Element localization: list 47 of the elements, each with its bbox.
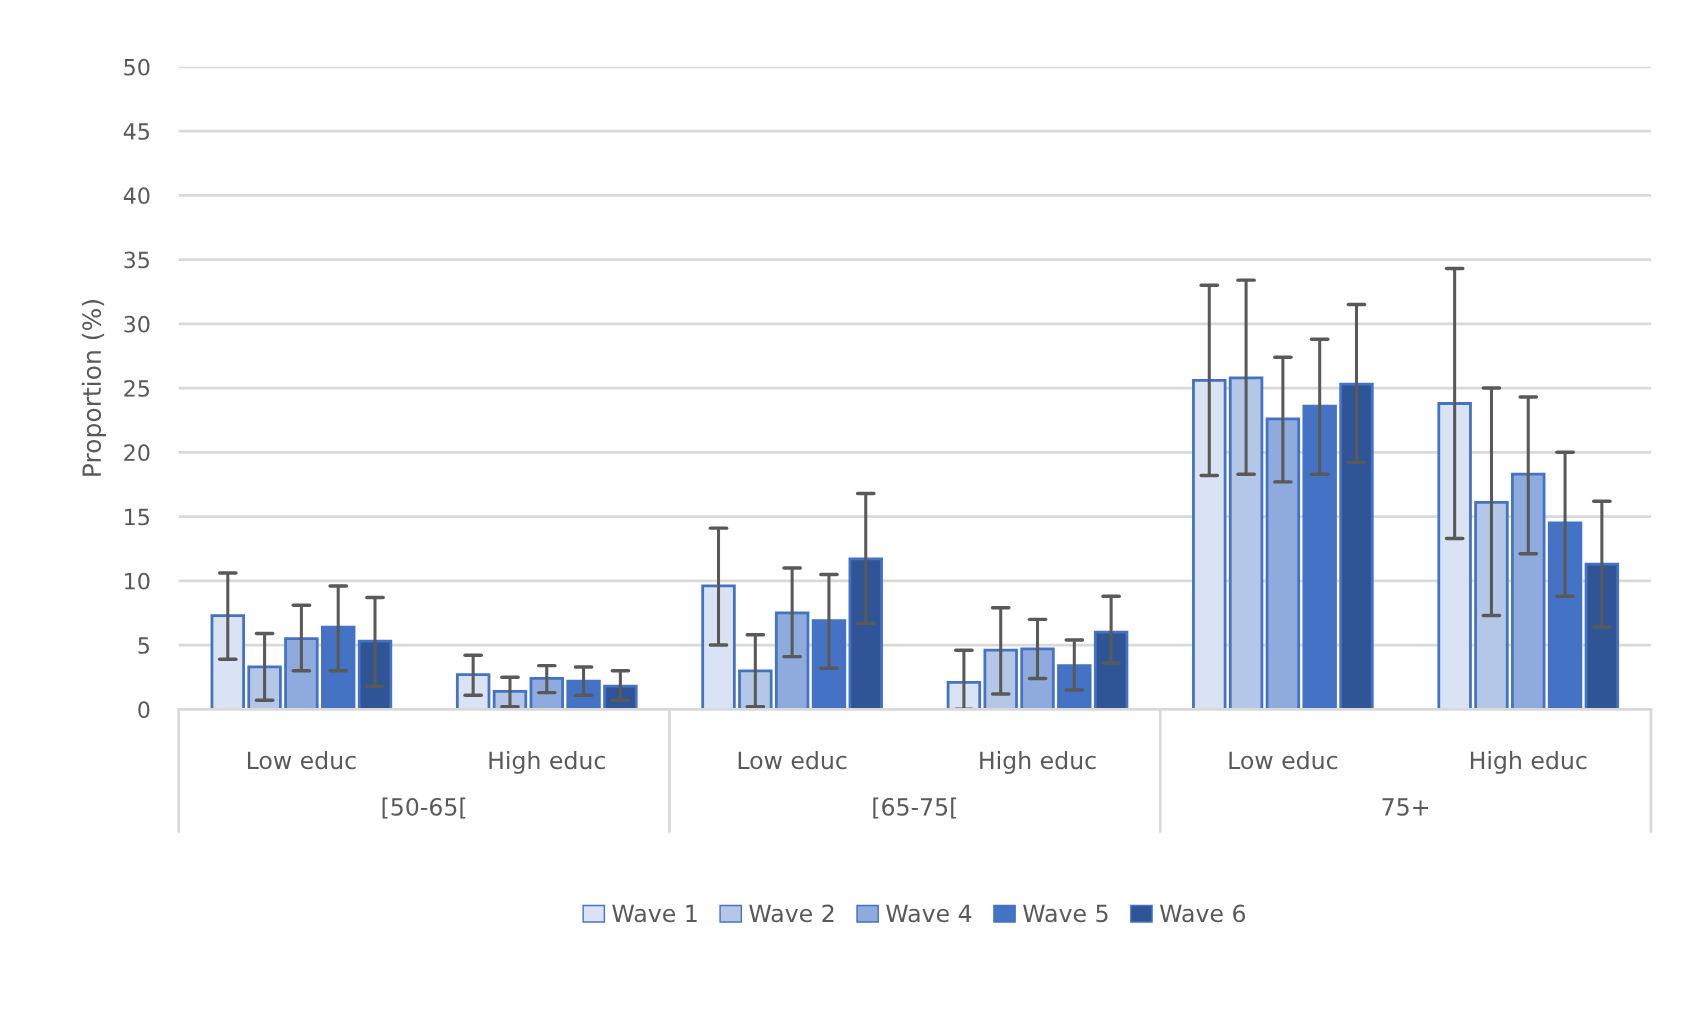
text: [65-75[ <box>873 797 957 819</box>
legend-label: Wave 1 <box>612 904 697 923</box>
x-tick-label: High educ <box>1470 750 1587 774</box>
y-tick-label: 50 <box>124 58 150 76</box>
bar <box>1020 647 1055 710</box>
x-tick-label: High educ <box>489 750 605 774</box>
y-tick-label: 25 <box>124 380 149 397</box>
bar <box>529 677 564 710</box>
y-tick-label: 35 <box>124 251 149 269</box>
bar <box>1265 417 1301 710</box>
bar <box>1302 404 1337 710</box>
bar <box>848 557 883 710</box>
bar <box>811 619 847 710</box>
bar <box>774 611 810 710</box>
legend-label: Wave 6 <box>1159 904 1246 923</box>
y-tick-label: 20 <box>124 444 150 462</box>
bar <box>1093 630 1129 710</box>
bar <box>1511 472 1546 710</box>
bar <box>1584 562 1620 710</box>
bar <box>1228 376 1264 710</box>
x-tick-label: Low educ <box>738 750 847 770</box>
y-tick-label: 5 <box>138 637 149 654</box>
bar <box>1437 402 1472 710</box>
bar <box>1474 501 1509 710</box>
legend-label: Wave 2 <box>749 904 834 923</box>
text: 75+ <box>1382 798 1428 816</box>
x-tick-label: Low educ <box>247 750 356 770</box>
y-axis-title: Proportion (%) <box>81 300 106 476</box>
bar <box>210 614 245 710</box>
bar <box>946 680 982 710</box>
text: [50-65[ <box>382 797 466 819</box>
bar <box>320 625 356 710</box>
bar <box>1192 378 1227 710</box>
bar <box>1547 521 1583 710</box>
bar <box>701 584 736 710</box>
x-tick-label: High educ <box>980 750 1096 774</box>
legend-label: Wave 5 <box>1023 904 1108 923</box>
bar <box>284 637 319 710</box>
y-tick-label: 10 <box>125 572 150 590</box>
x-tick-label: Low educ <box>1229 750 1338 770</box>
legend-label: Wave 4 <box>886 904 972 923</box>
y-tick-label: 40 <box>123 187 150 205</box>
y-tick-label: 30 <box>124 315 150 333</box>
bar <box>1339 382 1374 710</box>
y-tick-label: 45 <box>123 123 149 140</box>
y-tick-label: 0 <box>138 701 150 719</box>
y-tick-label: 15 <box>125 508 149 526</box>
